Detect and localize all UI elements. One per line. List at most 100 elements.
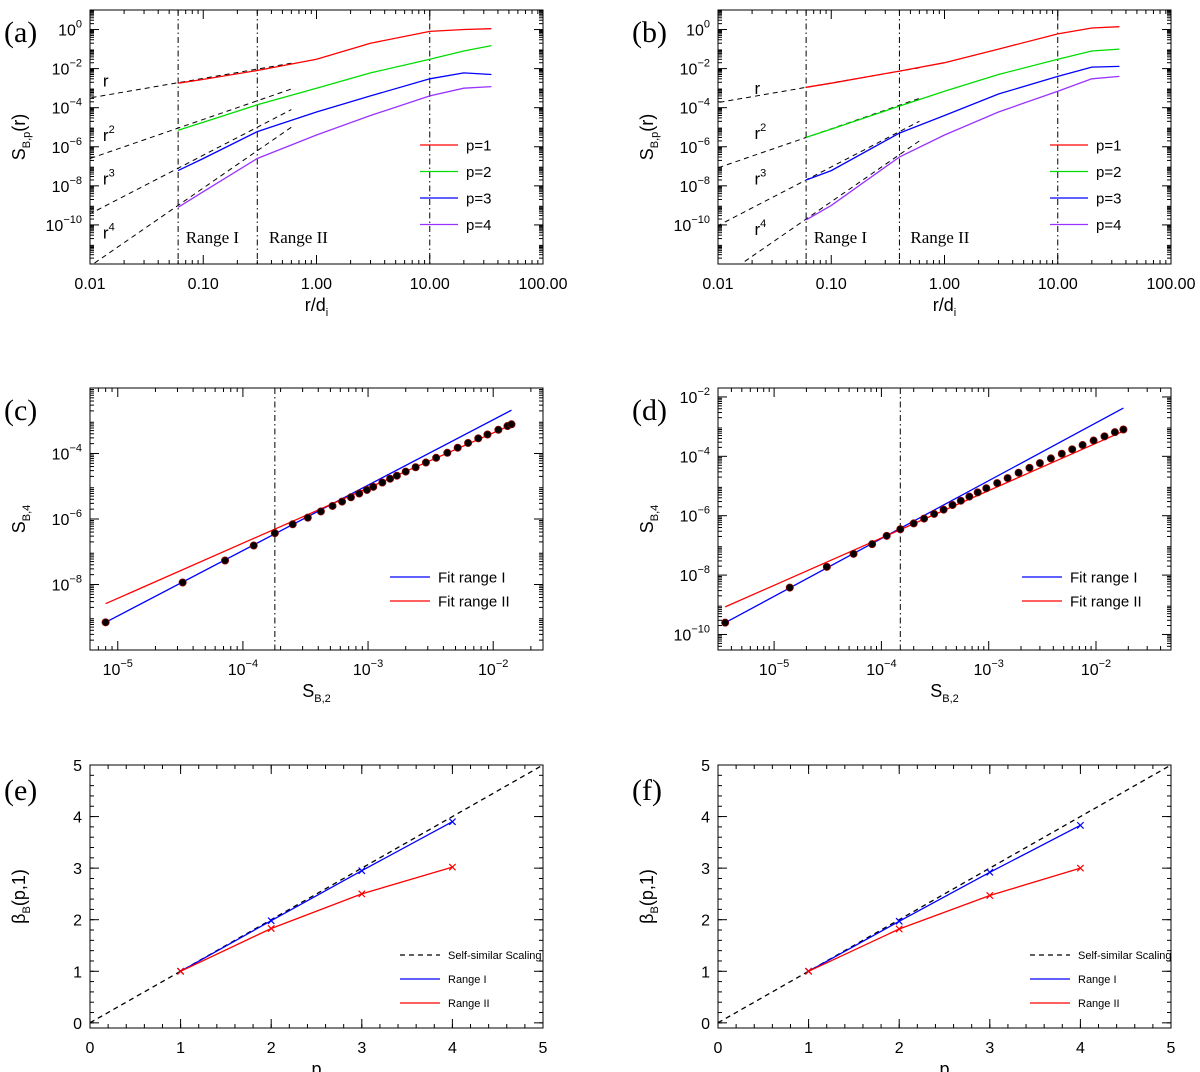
power-law-label: r: [754, 79, 760, 98]
x-tick-label: 1.00: [301, 276, 332, 293]
panel-label: (f): [632, 774, 662, 807]
x-tick-label: 10−2: [478, 658, 508, 679]
y-axis-title: SB,4: [637, 505, 661, 534]
data-point: [882, 531, 891, 540]
y-tick-label: 10−4: [680, 97, 710, 118]
x-tick-label: 4: [448, 1040, 457, 1057]
data-point: [401, 467, 410, 476]
y-tick-label: 10−4: [680, 445, 710, 466]
panel-label: (d): [632, 394, 667, 427]
x-tick-label: 0: [86, 1040, 95, 1057]
x-tick-label: 10.00: [410, 276, 450, 293]
legend-label: Self-similar Scaling: [448, 950, 542, 962]
data-point: [249, 541, 258, 550]
range-label: Range I: [814, 228, 868, 247]
series-line: [180, 821, 453, 972]
y-tick-label: 10−2: [680, 386, 710, 407]
series-line: [718, 765, 1171, 1024]
y-tick-label: 4: [701, 810, 710, 827]
data-point-marker: [895, 917, 903, 925]
y-tick-label: 10−4: [52, 97, 82, 118]
data-point: [316, 507, 325, 516]
y-tick-label: 10−8: [52, 574, 82, 595]
plot-area-d: [721, 388, 1128, 650]
data-point: [948, 500, 957, 509]
power-law-label: r3: [103, 167, 115, 188]
y-tick-label: 2: [73, 913, 82, 930]
legend-label: Range I: [448, 974, 487, 986]
data-point: [355, 489, 364, 498]
legend: Fit range I Fit range II: [390, 569, 510, 610]
y-tick-label: 10−6: [52, 508, 82, 529]
data-point: [328, 501, 337, 510]
x-tick-label: 10.00: [1038, 276, 1078, 293]
plot-area-b: [718, 10, 1120, 264]
data-point: [474, 434, 483, 443]
data-point-marker: [986, 891, 994, 900]
y-axis-title: βB(p,1): [637, 869, 661, 924]
y-tick-label: 3: [73, 861, 82, 878]
legend-label: p=2: [1096, 164, 1121, 181]
data-point: [982, 484, 991, 493]
x-tick-label: 10−4: [866, 658, 896, 679]
data-point: [507, 420, 516, 429]
power-law-guide: [90, 62, 292, 99]
panel-label: (b): [632, 16, 667, 49]
series-line: [177, 44, 492, 131]
power-law-label: r3: [754, 167, 766, 188]
data-point: [849, 549, 858, 558]
data-point: [1014, 468, 1023, 477]
data-point: [270, 529, 279, 538]
x-tick-label: 3: [357, 1040, 366, 1057]
x-axis-title: SB,2: [302, 681, 331, 705]
y-axis-title: SB,p(r): [9, 114, 33, 161]
data-point-marker: [804, 967, 813, 975]
y-tick-label: 0: [73, 1016, 82, 1033]
series-line: [805, 65, 1120, 181]
data-point: [896, 525, 905, 534]
data-point: [221, 556, 230, 565]
y-axis-title: SB,p(r): [637, 114, 661, 161]
legend-label: p=2: [466, 164, 491, 181]
data-point: [1110, 428, 1119, 437]
y-tick-label: 10−10: [674, 623, 710, 644]
data-point: [303, 513, 312, 522]
x-tick-label: 0.10: [816, 276, 847, 293]
series-line: [808, 867, 1081, 972]
x-tick-label: 10−5: [103, 658, 133, 679]
x-tick-label: 100.00: [519, 276, 568, 293]
data-point: [443, 448, 452, 457]
data-point: [1078, 441, 1087, 450]
data-point: [965, 492, 974, 501]
x-tick-label: 1.00: [929, 276, 960, 293]
plot-area-a: [90, 10, 492, 264]
x-tick-label: 0.10: [188, 276, 219, 293]
x-tick-label: 100.00: [1147, 276, 1196, 293]
x-tick-label: 1: [176, 1040, 185, 1057]
data-point: [483, 430, 492, 439]
x-tick-label: 0.01: [702, 276, 733, 293]
panel-a: (a) 0.01 0.10 1.00 10.00 100.00 10−10 10−8 10−6 1…: [4, 9, 568, 319]
data-point-marker: [358, 867, 366, 875]
data-point-marker: [1076, 821, 1085, 829]
power-law-guide: [90, 88, 292, 160]
data-point: [785, 583, 794, 592]
data-point: [178, 578, 187, 587]
data-point: [411, 463, 420, 472]
series-line: [177, 72, 492, 172]
data-point: [392, 471, 401, 480]
data-point: [1046, 454, 1055, 463]
x-tick-label: 1: [804, 1040, 813, 1057]
power-law-guide: [740, 140, 920, 264]
data-point: [362, 485, 371, 494]
data-point: [101, 618, 110, 627]
data-point: [868, 540, 877, 549]
data-point-marker: [1076, 864, 1085, 872]
y-tick-label: 3: [701, 861, 710, 878]
y-tick-label: 10−8: [680, 175, 710, 196]
data-point: [956, 496, 965, 505]
x-tick-label: 2: [895, 1040, 904, 1057]
power-law-label: r4: [754, 218, 766, 239]
legend-label: p=3: [1096, 190, 1121, 207]
x-axis-title: r/di: [305, 295, 328, 319]
